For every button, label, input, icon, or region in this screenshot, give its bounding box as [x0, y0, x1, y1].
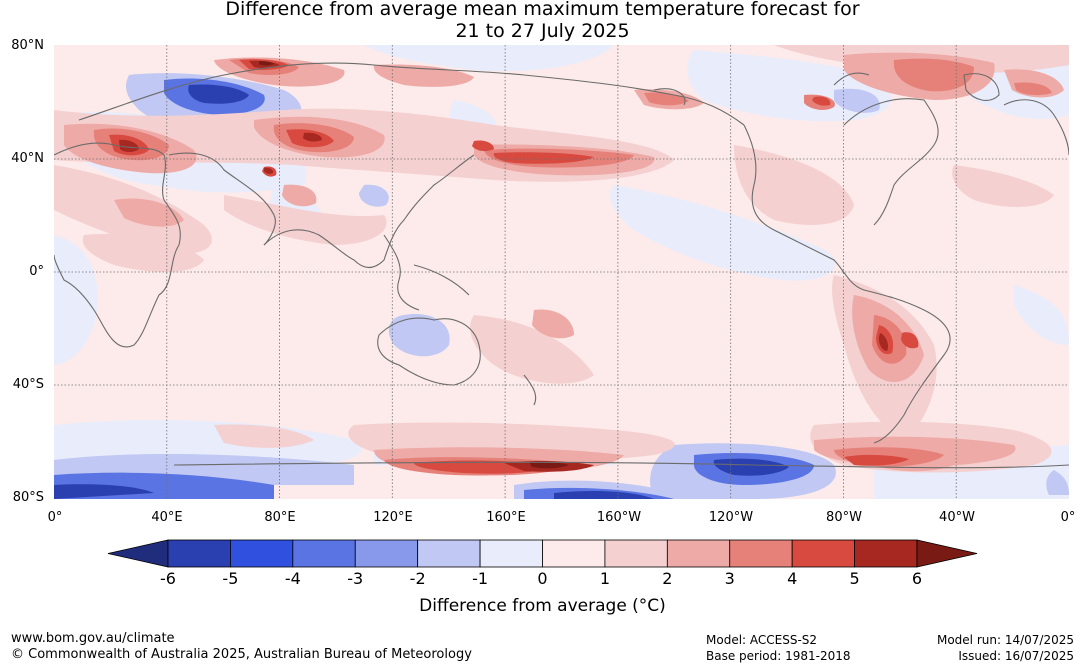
- colorbar-bin: [729, 539, 793, 568]
- warm-patches-extreme: [259, 61, 569, 469]
- colorbar-bin: [791, 539, 855, 568]
- footer-model-run: Model run: 14/07/2025: [936, 633, 1074, 647]
- colorbar-bin: [230, 539, 294, 568]
- colorbar-extend-low: [107, 539, 169, 568]
- colorbar-tick-label: 6: [911, 569, 923, 588]
- lon-label-0: 0°: [47, 510, 63, 525]
- lon-label-160e: 160°E: [486, 510, 526, 525]
- lon-label-0-end: 0°: [1060, 510, 1076, 525]
- lat-label-40s: 40°S: [12, 377, 44, 392]
- colorbar-bin: [854, 539, 918, 568]
- colorbar-tick-label: -4: [284, 569, 301, 588]
- footer-model: Model: ACCESS-S2: [706, 633, 818, 647]
- colorbar-title: Difference from average (°C): [419, 596, 666, 616]
- colorbar-bin: [354, 539, 419, 568]
- colorbar-tick-label: 5: [849, 569, 860, 588]
- colorbar-tick-label: -2: [409, 569, 426, 588]
- colorbar-extend-high: [916, 539, 978, 568]
- colorbar-tick-label: 1: [599, 569, 610, 588]
- footer-issued: Issued: 16/07/2025: [958, 649, 1074, 663]
- colorbar-tick-label: -6: [160, 569, 176, 588]
- lat-label-40n: 40°N: [11, 151, 44, 166]
- colorbar-tick-label: -1: [472, 569, 489, 588]
- anomaly-map: [54, 45, 1069, 499]
- colorbar-bin: [292, 539, 356, 568]
- chart-subtitle: 21 to 27 July 2025: [455, 20, 630, 42]
- lon-label-40w: 40°W: [939, 510, 975, 525]
- lat-label-80s: 80°S: [12, 490, 44, 505]
- map-graphic: [54, 45, 1069, 499]
- lat-label-80n: 80°N: [11, 38, 44, 53]
- colorbar-tick-label: -5: [222, 569, 239, 588]
- chart-title: Difference from average mean maximum tem…: [225, 0, 860, 20]
- colorbar-bin: [479, 539, 543, 568]
- cool-patches-core: [54, 84, 789, 499]
- lon-label-80e: 80°E: [264, 510, 296, 525]
- colorbar-bin: [417, 539, 481, 568]
- colorbar-tick-label: 2: [662, 569, 673, 588]
- colorbar-tick-label: 0: [537, 569, 548, 588]
- coastlines: [54, 62, 1069, 469]
- colorbar-bin: [604, 539, 668, 568]
- graticule: [54, 45, 1069, 499]
- lon-label-80w: 80°W: [826, 510, 862, 525]
- lon-label-160w: 160°W: [596, 510, 642, 525]
- footer-copyright: © Commonwealth of Australia 2025, Austra…: [11, 647, 472, 662]
- footer-url: www.bom.gov.au/climate: [11, 631, 175, 646]
- lat-label-0: 0°: [29, 264, 44, 279]
- colorbar-tick-label: 3: [724, 569, 735, 588]
- colorbar-bin: [666, 539, 731, 568]
- lon-label-120e: 120°E: [373, 510, 413, 525]
- lon-label-120w: 120°W: [708, 510, 754, 525]
- lon-label-40e: 40°E: [151, 510, 183, 525]
- warm-patches-very-hot: [119, 60, 889, 472]
- footer-base-period: Base period: 1981-2018: [706, 649, 851, 663]
- colorbar-bin: [167, 539, 231, 568]
- colorbar-tick-label: -3: [347, 569, 364, 588]
- colorbar-tick-label: 4: [787, 569, 798, 588]
- colorbar-bin: [542, 539, 606, 568]
